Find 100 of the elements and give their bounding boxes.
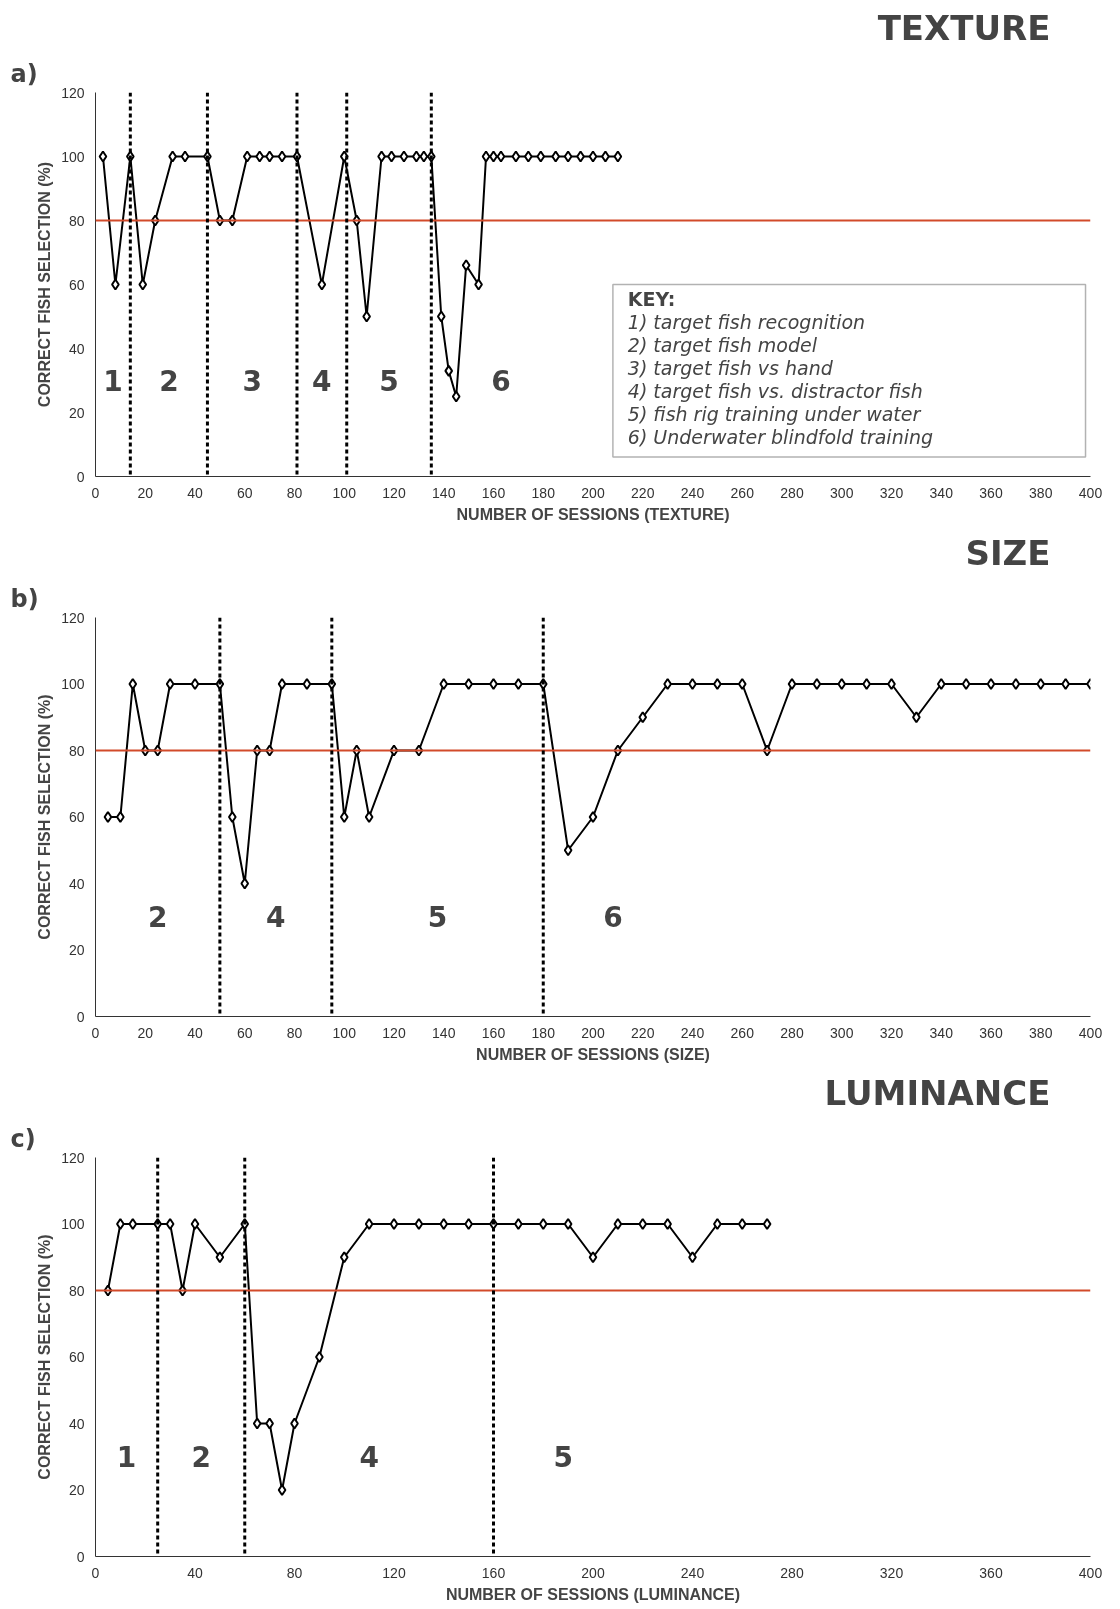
- y-axis-title: CORRECT FISH SELECTION (%): [36, 1234, 54, 1480]
- point: [444, 364, 454, 377]
- annotation: 4: [312, 365, 332, 398]
- annotation: 4: [266, 901, 286, 935]
- point: [563, 150, 573, 163]
- point: [364, 811, 374, 823]
- point: [439, 678, 449, 690]
- point: [588, 150, 598, 163]
- point: [190, 678, 200, 690]
- x-tick-label: 0: [91, 1564, 100, 1581]
- x-tick-label: 0: [91, 484, 100, 501]
- x-tick-label: 20: [137, 484, 154, 501]
- annotation: 3: [242, 365, 262, 398]
- x-tick-label: 340: [929, 1024, 954, 1041]
- point: [227, 811, 237, 823]
- x-tick-label: 260: [730, 1024, 755, 1041]
- x-tick-label: 0: [91, 1024, 100, 1041]
- x-tick-label: 240: [680, 1024, 705, 1041]
- y-tick-label: 120: [61, 609, 85, 626]
- x-tick-label: 60: [236, 484, 253, 501]
- x-tick-label: 160: [481, 1564, 506, 1581]
- point: [116, 1218, 125, 1230]
- y-tick-label: 0: [76, 468, 85, 485]
- x-tick-label: 280: [780, 484, 804, 501]
- x-tick-label: 80: [286, 1024, 303, 1041]
- point: [496, 150, 506, 163]
- x-tick-label: 100: [332, 484, 357, 501]
- y-tick-label: 20: [68, 942, 85, 958]
- point: [638, 711, 648, 724]
- x-tick-label: 40: [187, 484, 203, 501]
- point: [277, 678, 287, 690]
- x-tick-label: 220: [631, 484, 655, 501]
- point: [588, 811, 598, 823]
- point: [302, 678, 312, 690]
- annotation: 4) target fish vs. distractor fish: [627, 380, 923, 403]
- x-tick-label: 360: [979, 484, 1003, 501]
- x-tick-label: 80: [286, 484, 303, 501]
- x-tick-label: 120: [382, 1564, 406, 1581]
- point: [317, 278, 327, 291]
- point: [511, 150, 521, 163]
- x-tick-label: 280: [780, 1564, 804, 1581]
- x-tick-label: 140: [432, 484, 456, 501]
- y-axis-title: CORRECT FISH SELECTION (%): [36, 161, 54, 408]
- y-tick-label: 100: [61, 1216, 85, 1232]
- y-tick-label: 20: [68, 1482, 85, 1498]
- annotation: KEY:: [627, 287, 676, 310]
- point: [986, 678, 996, 690]
- point: [663, 1218, 672, 1230]
- x-tick-label: 120: [382, 1024, 406, 1041]
- point: [242, 150, 252, 163]
- chart-title: SIZE: [965, 532, 1051, 573]
- x-tick-label: 340: [929, 484, 954, 501]
- x-tick-label: 60: [236, 1024, 253, 1041]
- x-axis-title: NUMBER OF SESSIONS (SIZE): [476, 1045, 710, 1063]
- x-tick-label: 320: [879, 1564, 904, 1581]
- point: [451, 390, 461, 403]
- point: [252, 1417, 262, 1430]
- x-axis-title: NUMBER OF SESSIONS (TEXTURE): [456, 505, 730, 523]
- annotation: 1: [103, 365, 123, 398]
- x-tick-label: 160: [481, 484, 506, 501]
- point: [514, 678, 523, 690]
- point: [315, 1351, 324, 1363]
- point: [1011, 678, 1021, 690]
- x-tick-label: 120: [382, 484, 406, 501]
- point: [436, 310, 446, 323]
- point: [837, 678, 847, 690]
- x-tick-label: 400: [1078, 484, 1103, 501]
- x-tick-label: 380: [1029, 484, 1053, 501]
- annotation: 2: [159, 365, 179, 398]
- x-tick-label: 40: [187, 1564, 203, 1581]
- point: [138, 278, 148, 291]
- annotation: 2: [147, 901, 168, 935]
- y-tick-label: 60: [68, 1349, 85, 1365]
- point: [277, 1484, 287, 1496]
- chart-subtitle: a): [10, 59, 38, 88]
- point: [364, 1218, 374, 1230]
- point: [514, 1218, 523, 1230]
- y-tick-label: 100: [61, 676, 85, 692]
- y-tick-label: 40: [68, 340, 85, 357]
- y-tick-label: 120: [61, 1149, 85, 1166]
- x-tick-label: 320: [879, 484, 904, 501]
- x-axis-title: NUMBER OF SESSIONS (LUMINANCE): [445, 1585, 741, 1603]
- x-tick-label: 400: [1078, 1024, 1103, 1041]
- point: [464, 1218, 473, 1230]
- point: [489, 678, 498, 690]
- x-tick-label: 300: [830, 484, 854, 501]
- point: [523, 150, 533, 163]
- x-tick-label: 40: [187, 1024, 203, 1041]
- y-tick-label: 80: [68, 742, 85, 759]
- point: [563, 1218, 573, 1230]
- y-tick-label: 40: [68, 1415, 85, 1432]
- x-tick-label: 360: [979, 1024, 1003, 1041]
- x-tick-label: 200: [581, 1024, 605, 1041]
- point: [240, 877, 250, 890]
- point: [419, 150, 429, 163]
- annotation: 6) Underwater blindfold training: [627, 426, 934, 449]
- chart-subtitle: c): [10, 1124, 36, 1153]
- point: [339, 811, 349, 823]
- point: [762, 1218, 772, 1230]
- x-tick-label: 180: [531, 484, 556, 501]
